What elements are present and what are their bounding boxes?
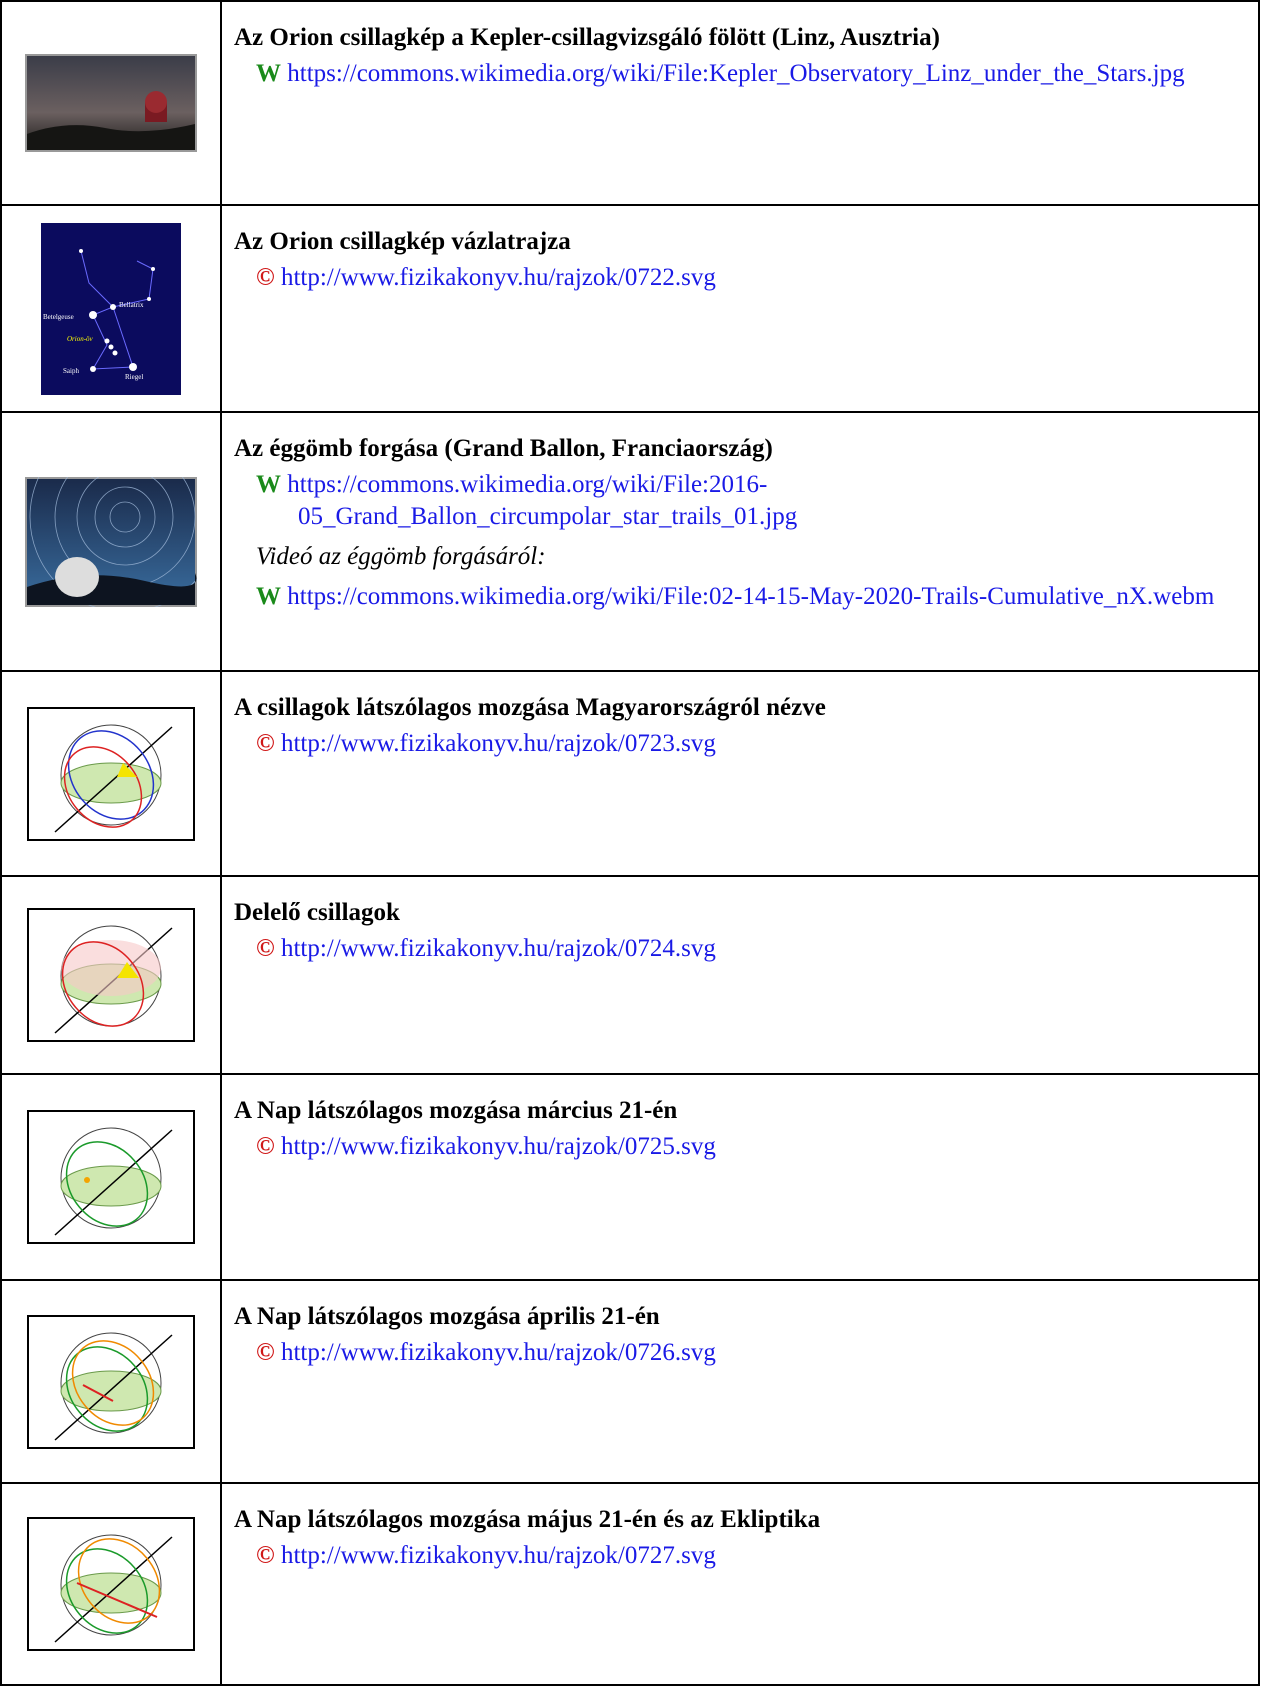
link-line: © http://www.fizikakonyv.hu/rajzok/0723.… (234, 728, 1244, 760)
orion-sketch: Betelgeuse Bellatrix Orion-öv Saiph Riegel (41, 222, 181, 395)
link[interactable]: https://commons.wikimedia.org/wiki/File:… (287, 60, 1185, 87)
link-line: © http://www.fizikakonyv.hu/rajzok/0722.… (234, 262, 1244, 294)
thumbnail-cell (2, 877, 222, 1073)
source-icon: © (256, 1133, 275, 1160)
row-title: Az Orion csillagkép vázlatrajza (234, 228, 571, 255)
link[interactable]: http://www.fizikakonyv.hu/rajzok/0725.sv… (280, 1133, 716, 1160)
table-row: A Nap látszólagos mozgása május 21-én és… (0, 1484, 1260, 1686)
diagram-thumbnail (27, 706, 195, 841)
row-title: Az éggömb forgása (Grand Ballon, Francia… (234, 435, 773, 462)
link[interactable]: http://www.fizikakonyv.hu/rajzok/0724.sv… (280, 935, 716, 962)
star-label: Orion-öv (67, 335, 94, 343)
table-row: A Nap látszólagos mozgása március 21-én ©… (0, 1075, 1260, 1281)
row-title: A Nap látszólagos mozgása március 21-én (234, 1097, 678, 1124)
table-row: A csillagok látszólagos mozgása Magyaror… (0, 672, 1260, 877)
link-line: W https://commons.wikimedia.org/wiki/Fil… (234, 58, 1244, 90)
source-icon: W (256, 60, 281, 87)
source-icon: W (256, 583, 281, 610)
content-cell: A csillagok látszólagos mozgása Magyaror… (234, 692, 1244, 768)
thumbnail-cell (2, 1484, 222, 1684)
row-title: A csillagok látszólagos mozgása Magyaror… (234, 694, 826, 721)
table-row: Betelgeuse Bellatrix Orion-öv Saiph Riegel Az… (0, 206, 1260, 413)
table-row: Delelő csillagok © http://www.fizikakonyv… (0, 877, 1260, 1075)
link-line: © http://www.fizikakonyv.hu/rajzok/0725.… (234, 1131, 1244, 1163)
table-row: A Nap látszólagos mozgása április 21-én ©… (0, 1281, 1260, 1484)
source-icon: © (256, 1542, 275, 1569)
link-line: W https://commons.wikimedia.org/wiki/Fil… (234, 469, 1244, 533)
link[interactable]: http://www.fizikakonyv.hu/rajzok/0723.sv… (280, 730, 716, 757)
link[interactable]: http://www.fizikakonyv.hu/rajzok/0722.sv… (280, 264, 716, 291)
table-row: Az éggömb forgása (Grand Ballon, Francia… (0, 413, 1260, 672)
link-line: © http://www.fizikakonyv.hu/rajzok/0727.… (234, 1540, 1244, 1572)
star-label: Betelgeuse (43, 313, 74, 321)
source-icon: W (256, 471, 281, 498)
link-line: © http://www.fizikakonyv.hu/rajzok/0726.… (234, 1337, 1244, 1369)
content-cell: A Nap látszólagos mozgása április 21-én ©… (234, 1301, 1244, 1377)
photo-thumbnail (25, 54, 197, 152)
source-icon: © (256, 730, 275, 757)
thumbnail-cell (2, 672, 222, 875)
link-line: © http://www.fizikakonyv.hu/rajzok/0724.… (234, 933, 1244, 965)
link[interactable]: http://www.fizikakonyv.hu/rajzok/0726.sv… (280, 1339, 716, 1366)
source-icon: © (256, 935, 275, 962)
link-line: W https://commons.wikimedia.org/wiki/Fil… (234, 581, 1244, 613)
thumbnail-cell: Betelgeuse Bellatrix Orion-öv Saiph Riegel (2, 206, 222, 411)
diagram-thumbnail (27, 1517, 195, 1651)
diagram-thumbnail (27, 908, 195, 1042)
source-icon: © (256, 1339, 275, 1366)
content-cell: Az Orion csillagkép a Kepler-csillagvizs… (234, 22, 1244, 98)
thumbnail-cell (2, 1075, 222, 1279)
row-title: A Nap látszólagos mozgása május 21-én és… (234, 1506, 821, 1533)
source-icon: © (256, 264, 275, 291)
link[interactable]: https://commons.wikimedia.org/wiki/File:… (287, 471, 798, 530)
row-title: A Nap látszólagos mozgása április 21-én (234, 1303, 660, 1330)
link[interactable]: http://www.fizikakonyv.hu/rajzok/0727.sv… (280, 1542, 716, 1569)
thumbnail-cell (2, 2, 222, 204)
content-cell: Delelő csillagok © http://www.fizikakonyv… (234, 897, 1244, 973)
thumbnail-cell (2, 1281, 222, 1482)
diagram-thumbnail (27, 1314, 195, 1449)
table-row: Az Orion csillagkép a Kepler-csillagvizs… (0, 0, 1260, 206)
row-title: Az Orion csillagkép a Kepler-csillagvizs… (234, 24, 940, 51)
thumbnail-cell (2, 413, 222, 670)
diagram-thumbnail (27, 1110, 195, 1244)
row-title: Delelő csillagok (234, 899, 400, 926)
star-label: Saiph (63, 367, 79, 375)
star-label: Riegel (125, 373, 143, 381)
content-cell: A Nap látszólagos mozgása május 21-én és… (234, 1504, 1244, 1580)
content-cell: Az Orion csillagkép vázlatrajza © http://… (234, 226, 1244, 302)
content-cell: Az éggömb forgása (Grand Ballon, Francia… (234, 433, 1244, 621)
star-label: Bellatrix (119, 301, 144, 309)
link[interactable]: https://commons.wikimedia.org/wiki/File:… (287, 583, 1215, 610)
note: Videó az éggömb forgásáról: (256, 543, 546, 570)
photo-thumbnail (25, 476, 197, 607)
content-cell: A Nap látszólagos mozgása március 21-én ©… (234, 1095, 1244, 1171)
